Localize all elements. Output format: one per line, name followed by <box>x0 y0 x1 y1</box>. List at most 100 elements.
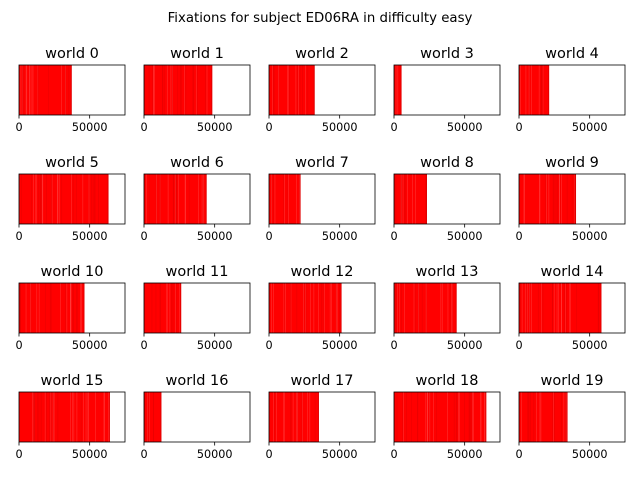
axes-frame <box>393 282 501 334</box>
panel-title: world 9 <box>545 155 599 171</box>
axes-frame <box>518 173 626 225</box>
axes-frame <box>518 64 626 116</box>
fixation-band <box>269 174 301 224</box>
x-tick-label: 50000 <box>322 448 358 461</box>
panel-title: world 14 <box>541 264 604 280</box>
panel-world-10: world 10 0 50000 <box>15 264 126 352</box>
panel-world-4: world 4 0 50000 <box>515 46 626 134</box>
fixation-band <box>269 283 342 333</box>
x-tick-label: 0 <box>15 230 22 243</box>
fixation-band <box>394 392 486 442</box>
panel-world-17: world 17 0 50000 <box>265 373 376 461</box>
panel-world-9: world 9 0 50000 <box>515 155 626 243</box>
fixation-band <box>394 283 457 333</box>
x-tick-label: 0 <box>140 339 147 352</box>
x-tick-label: 50000 <box>572 121 608 134</box>
panel-title: world 6 <box>170 155 224 171</box>
panel-world-14: world 14 0 50000 <box>515 264 626 352</box>
x-tick-label: 0 <box>390 448 397 461</box>
x-tick-label: 0 <box>515 339 522 352</box>
panel-title: world 10 <box>41 264 104 280</box>
panel-title: world 5 <box>45 155 99 171</box>
x-tick-label: 50000 <box>72 339 108 352</box>
x-tick-label: 50000 <box>572 230 608 243</box>
x-tick-label: 50000 <box>572 448 608 461</box>
axes-frame <box>18 173 126 225</box>
x-tick-label: 0 <box>390 339 397 352</box>
panel-title: world 19 <box>541 373 604 389</box>
x-tick-label: 0 <box>265 339 272 352</box>
x-tick-label: 0 <box>140 448 147 461</box>
x-tick-label: 0 <box>390 121 397 134</box>
panel-title: world 16 <box>166 373 229 389</box>
x-tick-label: 50000 <box>322 121 358 134</box>
panel-world-18: world 18 0 50000 <box>390 373 501 461</box>
panel-title: world 15 <box>41 373 104 389</box>
x-tick-label: 0 <box>265 448 272 461</box>
x-tick-label: 0 <box>265 230 272 243</box>
fixation-band <box>144 392 161 442</box>
panel-world-5: world 5 0 50000 <box>15 155 126 243</box>
panel-title: world 3 <box>420 46 474 62</box>
axes-frame <box>393 391 501 443</box>
panel-world-0: world 0 0 50000 <box>15 46 126 134</box>
x-tick-label: 0 <box>15 121 22 134</box>
panel-title: world 11 <box>166 264 229 280</box>
panel-world-19: world 19 0 50000 <box>515 373 626 461</box>
panel-world-15: world 15 0 50000 <box>15 373 126 461</box>
axes-frame <box>18 282 126 334</box>
axes-frame <box>268 282 376 334</box>
x-tick-label: 50000 <box>72 230 108 243</box>
panel-world-13: world 13 0 50000 <box>390 264 501 352</box>
x-tick-label: 50000 <box>72 121 108 134</box>
panel-world-8: world 8 0 50000 <box>390 155 501 243</box>
fixation-band <box>269 65 315 115</box>
x-tick-label: 0 <box>515 230 522 243</box>
fixation-band <box>19 283 85 333</box>
fixation-band <box>144 65 212 115</box>
x-tick-label: 50000 <box>447 121 483 134</box>
x-tick-label: 50000 <box>572 339 608 352</box>
x-tick-label: 0 <box>15 339 22 352</box>
panel-world-12: world 12 0 50000 <box>265 264 376 352</box>
axes-frame <box>393 64 501 116</box>
x-tick-label: 50000 <box>322 339 358 352</box>
panel-title: world 1 <box>170 46 224 62</box>
fixation-band <box>19 392 110 442</box>
panel-title: world 18 <box>416 373 479 389</box>
axes-frame <box>393 173 501 225</box>
fixation-band <box>519 174 576 224</box>
x-tick-label: 50000 <box>447 230 483 243</box>
x-tick-label: 50000 <box>72 448 108 461</box>
x-tick-label: 0 <box>15 448 22 461</box>
panel-world-1: world 1 0 50000 <box>140 46 251 134</box>
axes-frame <box>518 391 626 443</box>
fixation-band <box>144 174 207 224</box>
fixation-band <box>269 392 319 442</box>
x-tick-label: 0 <box>265 121 272 134</box>
panel-world-6: world 6 0 50000 <box>140 155 251 243</box>
x-tick-label: 50000 <box>197 339 233 352</box>
figure-title: Fixations for subject ED06RA in difficul… <box>168 11 473 26</box>
fixation-band <box>519 65 549 115</box>
panel-title: world 8 <box>420 155 474 171</box>
panel-title: world 0 <box>45 46 99 62</box>
x-tick-label: 0 <box>140 230 147 243</box>
panel-world-7: world 7 0 50000 <box>265 155 376 243</box>
panel-title: world 2 <box>295 46 349 62</box>
x-tick-label: 50000 <box>447 448 483 461</box>
panel-world-3: world 3 0 50000 <box>390 46 501 134</box>
axes-frame <box>18 391 126 443</box>
fixation-band <box>144 283 181 333</box>
x-tick-label: 0 <box>140 121 147 134</box>
axes-frame <box>268 391 376 443</box>
panel-title: world 17 <box>291 373 354 389</box>
x-tick-label: 0 <box>390 230 397 243</box>
axes-frame <box>143 173 251 225</box>
axes-frame <box>143 64 251 116</box>
axes-frame <box>268 173 376 225</box>
x-tick-label: 0 <box>515 121 522 134</box>
fixation-band <box>519 283 601 333</box>
axes-frame <box>143 282 251 334</box>
